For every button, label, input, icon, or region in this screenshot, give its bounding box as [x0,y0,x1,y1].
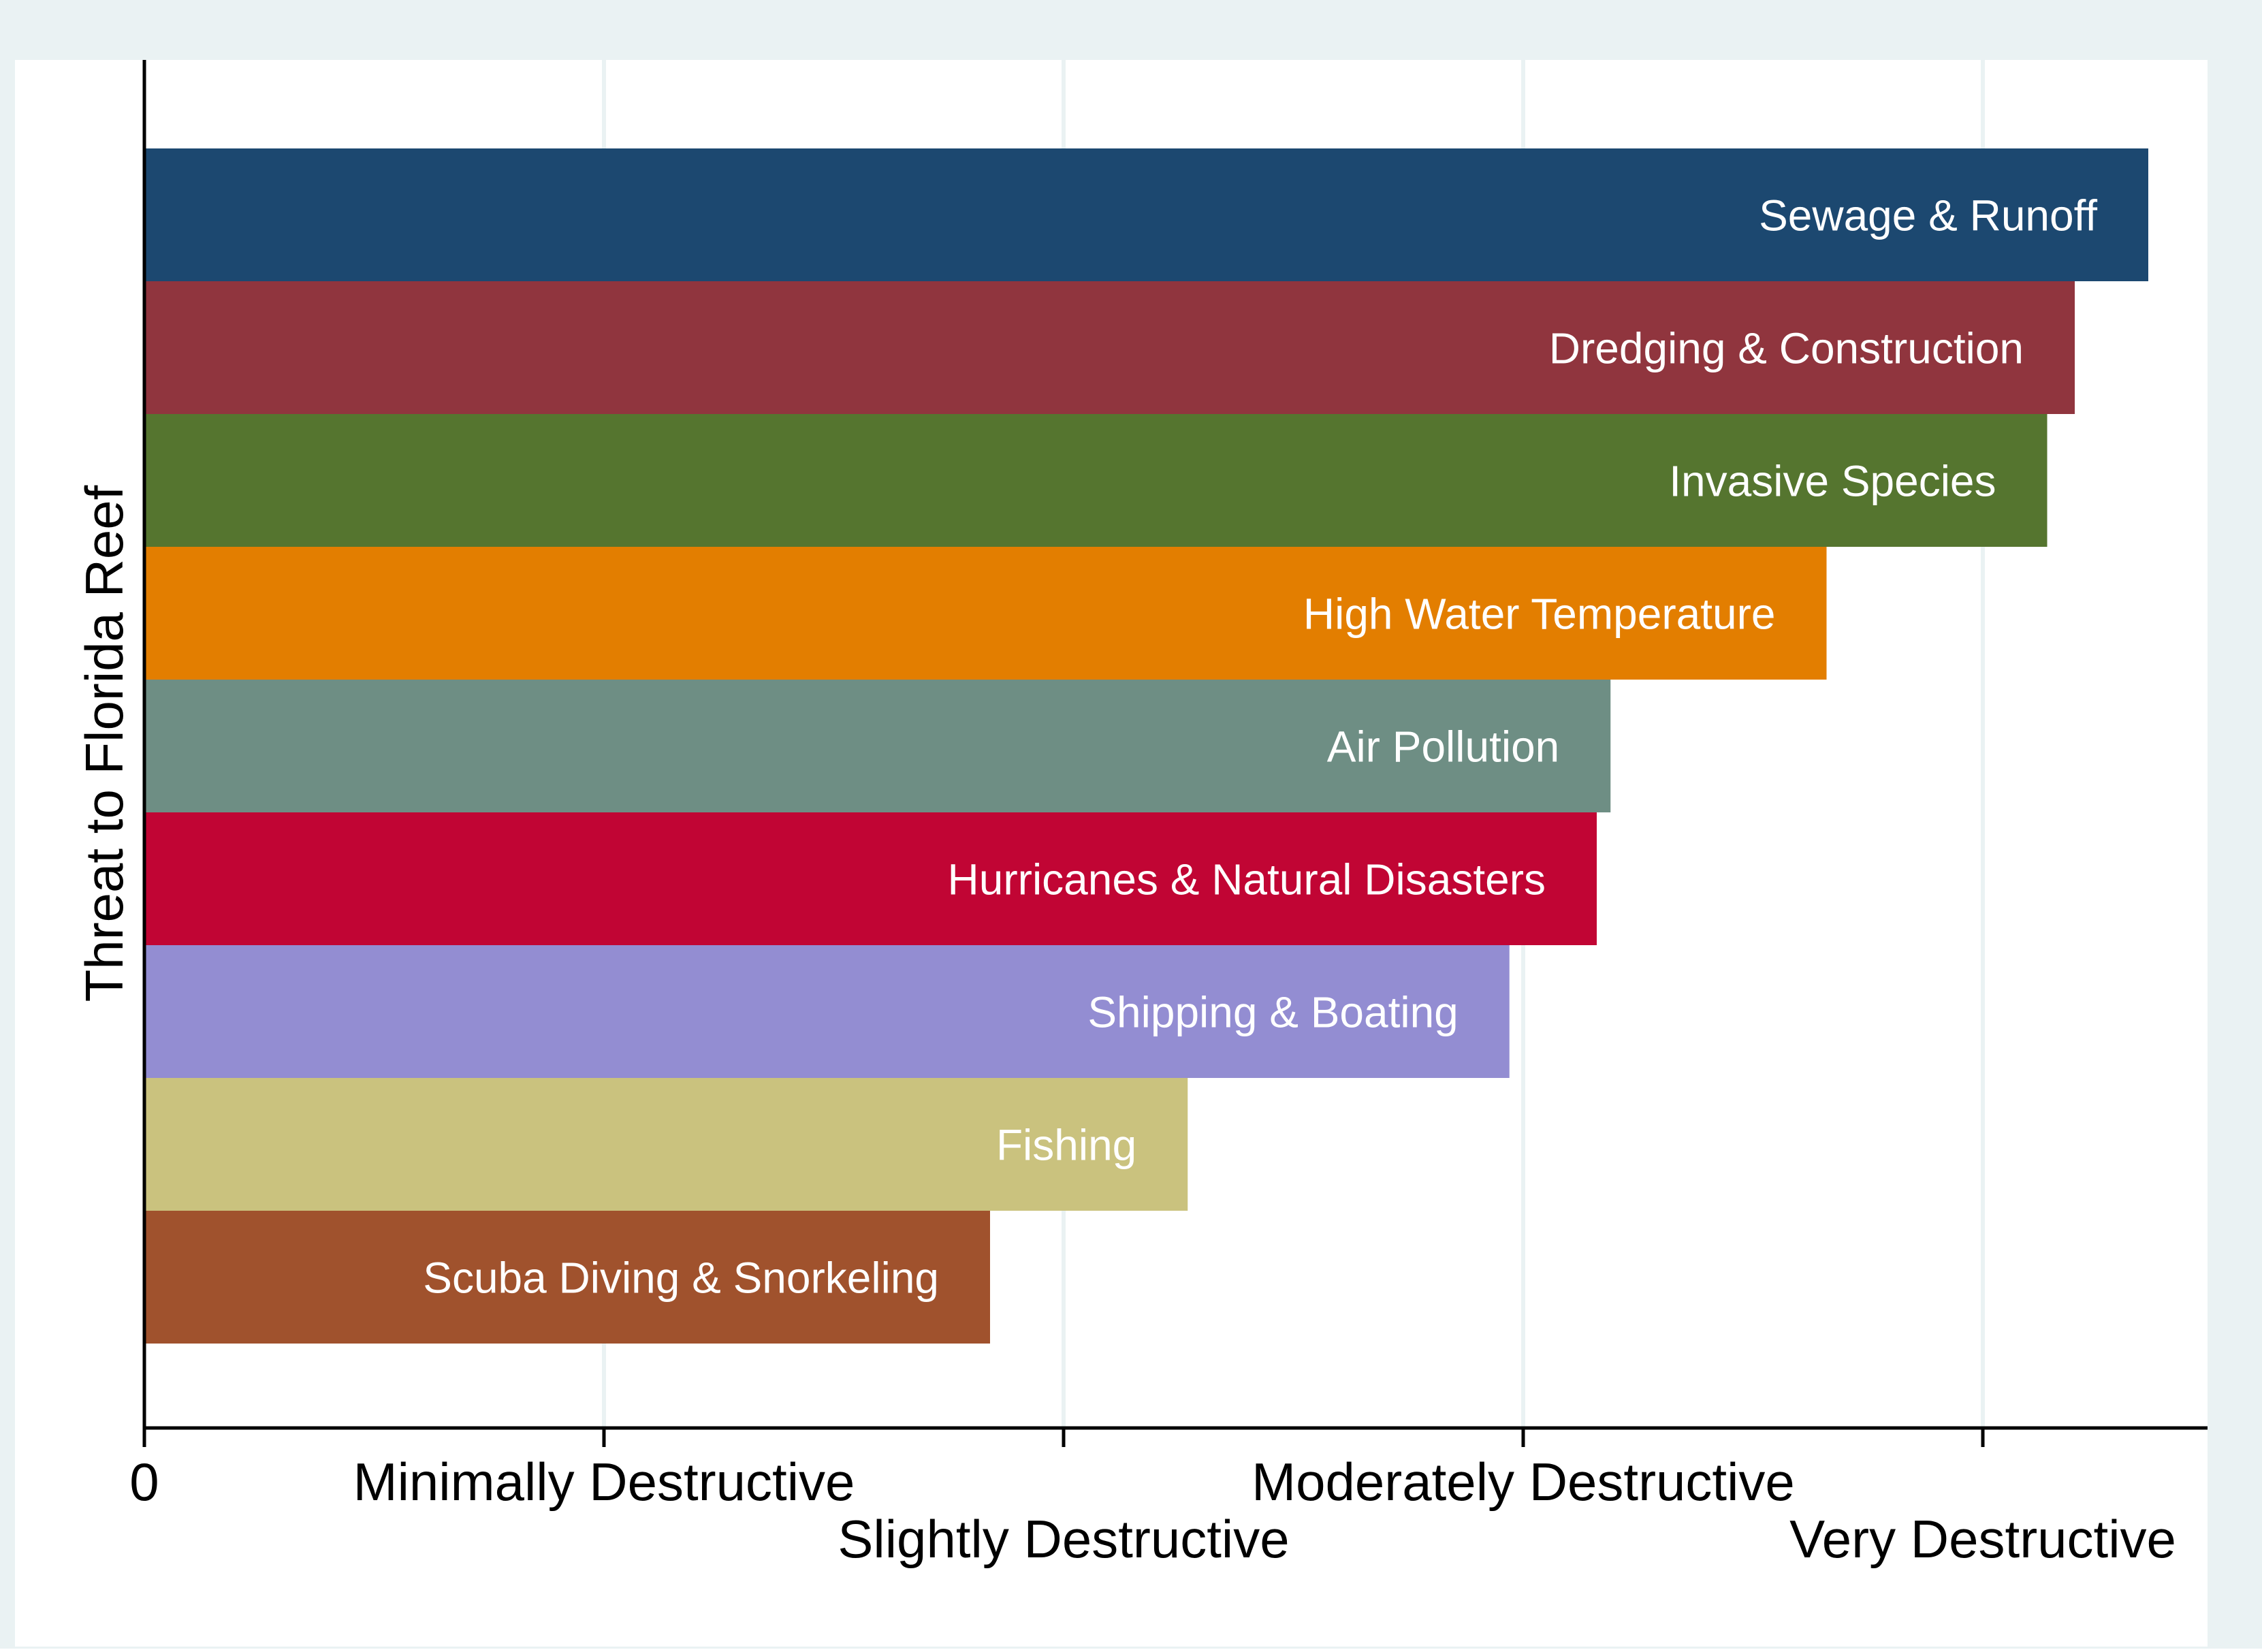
bar-0 [144,148,2148,281]
bar-label-4: Air Pollution [1327,722,1560,772]
x-tick-label-4: Very Destructive [1789,1509,2176,1569]
bar-label-2: Invasive Species [1669,457,1996,506]
bar-label-3: High Water Temperature [1303,590,1776,639]
bar-2 [144,414,2048,547]
bar-1 [144,281,2075,414]
bar-4 [144,680,1611,812]
bar-label-0: Sewage & Runoff [1759,191,2097,240]
bar-8 [144,1211,990,1344]
bar-label-7: Fishing [996,1121,1136,1170]
bar-7 [144,1078,1188,1211]
x-tick-label-3: Moderately Destructive [1252,1452,1795,1512]
x-tick-label-0: 0 [129,1452,159,1512]
x-tick-label-2: Slightly Destructive [838,1509,1289,1569]
bars: Sewage & Runoff Dredging & Construction In… [144,148,2148,1344]
bar-label-1: Dredging & Construction [1549,324,2024,373]
bar-label-6: Shipping & Boating [1087,988,1458,1037]
bar-label-8: Scuba Diving & Snorkeling [423,1254,939,1303]
bar-3 [144,547,1827,680]
bar-label-5: Hurricanes & Natural Disasters [948,855,1546,904]
bar-5 [144,812,1597,945]
x-tick-label-1: Minimally Destructive [353,1452,855,1512]
y-axis-title: Threat to Florida Reef [74,485,134,1002]
bar-6 [144,945,1510,1078]
